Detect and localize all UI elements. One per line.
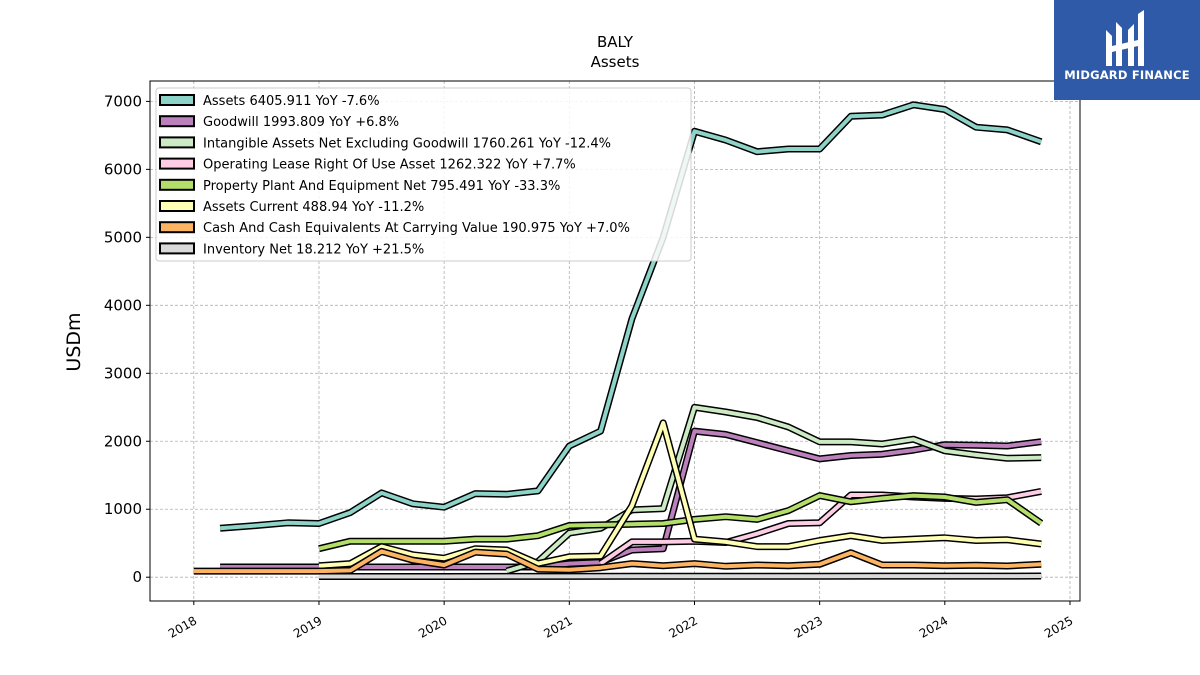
legend-swatch — [159, 115, 195, 128]
legend-swatch — [159, 157, 195, 170]
y-tick-label: 1000 — [104, 500, 142, 518]
legend-swatch — [159, 136, 195, 149]
x-tick-label: 2023 — [792, 613, 825, 640]
legend-label: Assets 6405.911 YoY -7.6% — [203, 94, 380, 109]
legend-swatch — [159, 242, 195, 255]
legend-label: Goodwill 1993.809 YoY +6.8% — [203, 115, 399, 130]
series-5 — [318, 419, 1042, 570]
x-tick-label: 2024 — [917, 613, 950, 640]
legend: Assets 6405.911 YoY -7.6% Goodwill 1993.8… — [155, 87, 692, 262]
chart-subtitle: Assets — [591, 53, 640, 71]
series-line — [506, 405, 1042, 574]
series-0 — [219, 101, 1043, 532]
series-layer — [193, 101, 1044, 580]
brand-name: MIDGARD FINANCE — [1064, 68, 1190, 82]
x-tick-label: 2025 — [1042, 613, 1075, 640]
midgard-logo-icon — [1106, 10, 1144, 66]
legend-swatch — [159, 94, 195, 106]
legend-swatch — [159, 200, 195, 212]
series-line — [319, 574, 1042, 579]
legend-label: Inventory Net 18.212 YoY +21.5% — [203, 242, 424, 257]
series-line — [318, 493, 1043, 551]
legend-swatch — [159, 178, 195, 191]
series-line — [193, 549, 1042, 574]
y-tick-label: 2000 — [104, 432, 142, 450]
x-tick-label: 2018 — [166, 613, 199, 640]
series-line — [318, 420, 1042, 568]
legend-label: Operating Lease Right Of Use Asset 1262.… — [203, 158, 576, 173]
legend-swatch — [159, 221, 195, 234]
x-tick-label: 2020 — [416, 613, 449, 640]
y-tick-label: 3000 — [104, 364, 142, 382]
x-tick-label: 2019 — [291, 613, 324, 640]
legend-label: Assets Current 488.94 YoY -11.2% — [203, 200, 424, 215]
x-tick-label: 2022 — [667, 613, 700, 640]
series-4 — [318, 492, 1044, 553]
legend-label: Intangible Assets Net Excluding Goodwill… — [203, 136, 611, 151]
legend-box — [155, 87, 692, 262]
series-line — [219, 102, 1042, 531]
series-7 — [319, 572, 1042, 580]
y-tick-label: 5000 — [104, 228, 142, 246]
y-tick-label: 0 — [132, 568, 142, 586]
legend-label: Property Plant And Equipment Net 795.491… — [203, 179, 560, 194]
x-tick-label: 2021 — [541, 613, 574, 640]
chart-title: BALY — [597, 33, 634, 51]
legend-label: Cash And Cash Equivalents At Carrying Va… — [203, 221, 630, 236]
y-axis-label: USDm — [63, 312, 85, 371]
plot-area — [149, 80, 1081, 602]
series-2 — [505, 403, 1042, 575]
series-6 — [193, 547, 1042, 575]
brand-logo: MIDGARD FINANCE — [1054, 0, 1200, 100]
y-tick-label: 4000 — [104, 296, 142, 314]
y-tick-label: 6000 — [104, 160, 142, 178]
y-tick-label: 7000 — [104, 92, 142, 110]
